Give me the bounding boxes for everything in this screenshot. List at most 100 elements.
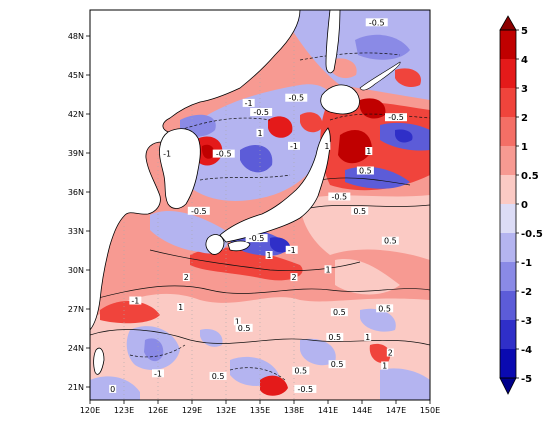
lon-tick-label: 123E [114, 406, 134, 415]
lat-tick-label: 48N [68, 32, 84, 41]
colorbar-label: 4 [521, 55, 528, 66]
colorbar-label: 3 [521, 84, 528, 95]
contour-label-bg [161, 149, 174, 158]
colorbar-label: -2 [521, 287, 532, 298]
contour-label: 2 [291, 273, 296, 282]
anomaly-patch-red [190, 247, 303, 281]
anomaly-patch-blue [280, 10, 430, 100]
anomaly-patch-red [338, 130, 372, 164]
contour-label: 1 [382, 362, 387, 371]
lat-tick-label: 39N [68, 149, 84, 158]
colorbar-segment [500, 175, 516, 205]
colorbar-label: -3 [521, 316, 532, 327]
contour-label-bg [245, 234, 268, 243]
colorbar-label: 0 [521, 200, 528, 211]
contour-label-bg [152, 369, 164, 378]
land-asia [90, 10, 301, 331]
contour-label: 1 [325, 265, 330, 274]
contour-label: 2 [184, 273, 189, 282]
contour-label: -0.5 [369, 18, 385, 27]
anomaly-patch-blue [144, 338, 164, 362]
contour-label-bg [324, 265, 332, 274]
contour-label-bg [328, 192, 351, 201]
anomaly-patch-blue [270, 237, 291, 253]
lon-tick-label: 135E [250, 406, 270, 415]
anomaly-patch-red [369, 343, 391, 364]
lat-tick-label: 33N [68, 227, 84, 236]
anomaly-patch-red [330, 58, 357, 79]
contour-label: 0.5 [359, 167, 372, 176]
contour-label: 0.5 [333, 308, 346, 317]
contour-label-bg [250, 108, 273, 116]
colorbar-segment [500, 349, 516, 379]
contour-label: -0.5 [388, 113, 404, 122]
land-japan-shikoku [227, 240, 251, 252]
longitude-axis: 120E 123E 126E 129E 132E 135E 138E 141E 144E 147E… [80, 400, 440, 415]
colorbar-label: 1 [521, 142, 528, 153]
contour-label-bg [177, 303, 185, 311]
contour-label-bg [323, 141, 331, 150]
anomaly-patch-pale [335, 259, 400, 295]
lon-tick-label: 150E [420, 406, 440, 415]
land-taiwan [93, 347, 105, 375]
anomaly-patch-blue [240, 145, 273, 173]
colorbar-label: -4 [521, 345, 532, 356]
contour-label: 0.5 [294, 367, 307, 376]
contour-label-bg [365, 147, 373, 155]
lat-tick-label: 27N [68, 305, 84, 314]
contour-label-bg [242, 98, 255, 107]
lon-tick-label: 120E [80, 406, 100, 415]
colorbar-segment [500, 320, 516, 350]
contour-label: -1 [163, 150, 171, 159]
contour-label-bg [365, 18, 388, 27]
contour-label-bg [376, 304, 394, 313]
lon-tick-label: 138E [284, 406, 304, 415]
contour-label: -1 [154, 369, 162, 378]
contour-label-bg [285, 245, 298, 254]
land-korea [159, 128, 201, 209]
colorbar-segment [500, 204, 516, 234]
lat-tick-label: 30N [68, 266, 84, 275]
land-japan-kyushu [205, 234, 225, 255]
colorbar-label: -1 [521, 258, 532, 269]
contour-label-bg [290, 273, 298, 282]
lat-tick-label: 36N [68, 188, 84, 197]
contour-label: -0.5 [332, 193, 348, 202]
contour-label-bg [209, 371, 227, 380]
contour-label-bg [364, 332, 372, 341]
contour-label: -1 [290, 142, 298, 151]
contour-label: -0.5 [249, 234, 265, 243]
contour-label-bg [233, 317, 241, 326]
contour-label: 0 [110, 385, 115, 394]
contour-label: -0.5 [288, 94, 304, 103]
lat-tick-label: 24N [68, 344, 84, 353]
colorbar-segment [500, 117, 516, 147]
colorbar-arrow-top [499, 15, 517, 31]
contour-label: 0.5 [238, 324, 251, 333]
colorbar-segment [500, 59, 516, 89]
contour-label-bg [285, 93, 308, 102]
anomaly-patch-red [300, 112, 323, 133]
colorbar-label: -0.5 [521, 229, 543, 240]
contour-label: 1 [366, 147, 371, 156]
anomaly-patch-blue [355, 34, 410, 60]
latitude-axis: 21N 24N 27N 30N 33N 36N 39N 42N 45N 48N [68, 32, 90, 392]
contour-label-bg [129, 296, 142, 305]
lon-tick-label: 132E [216, 406, 236, 415]
land-japan-hokkaido [320, 84, 360, 115]
contour-label: 1 [365, 333, 370, 342]
contour-label-bg [182, 273, 190, 282]
lon-tick-label: 144E [352, 406, 372, 415]
contour-label-bg [385, 113, 407, 122]
contour-label: 0.5 [331, 360, 344, 369]
colorbar-segment [500, 146, 516, 176]
contour-label: 1 [257, 129, 262, 138]
map-panel: -0.5-0.5-1-0.51-0.5-1 -0.51-110.5-0.5-0.5… [90, 10, 430, 400]
contour-label: -0.5 [191, 207, 207, 216]
contour-label-bg [351, 206, 369, 215]
anomaly-patch-red [268, 116, 293, 138]
colorbar-arrow-bottom [499, 377, 517, 395]
contour-label-bg [212, 149, 235, 158]
anomaly-patch-red [260, 375, 288, 396]
